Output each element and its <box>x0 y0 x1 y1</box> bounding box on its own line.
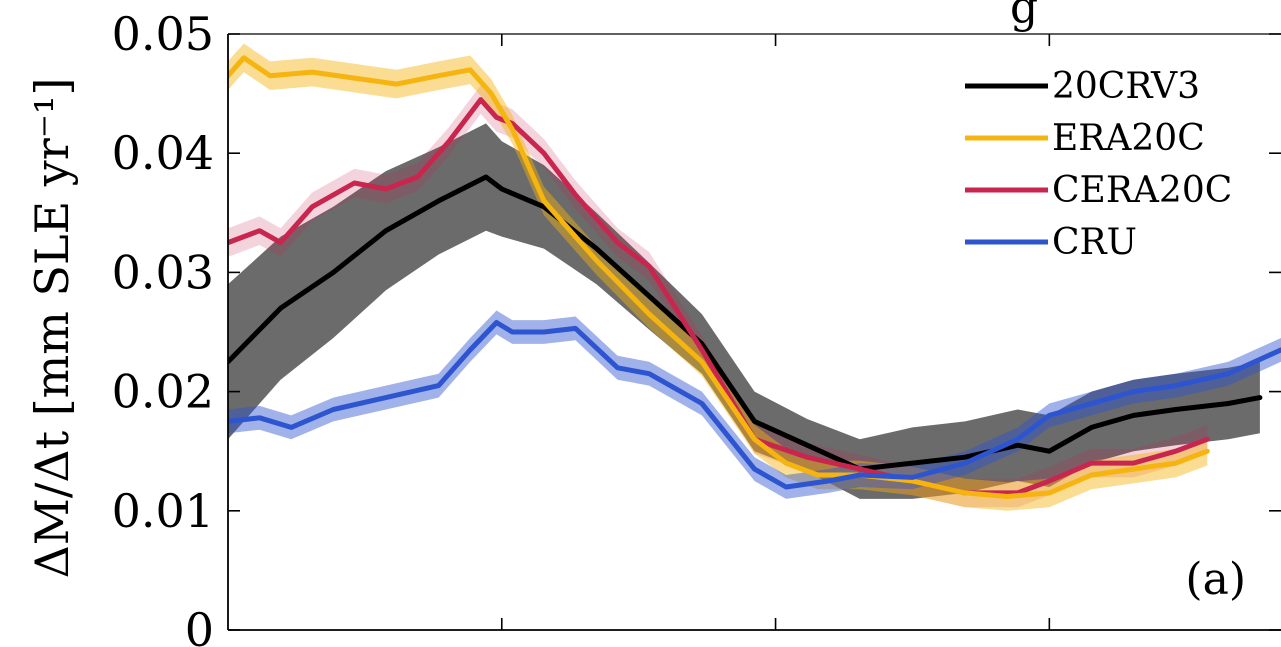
series-line-cera20c <box>228 97 1210 496</box>
y-tick-label: 0.02 <box>112 365 214 419</box>
legend-label-era20c: ERA20C <box>1052 118 1205 159</box>
y-tick-labels: 0 0.01 0.02 0.03 0.04 0.05 <box>112 7 214 647</box>
plot-area <box>228 43 1281 511</box>
panel-label: (a) <box>1185 554 1246 605</box>
legend-label-20crv3: 20CRV3 <box>1052 66 1200 107</box>
y-tick-label: 0.05 <box>112 7 214 61</box>
legend-label-cera20c: CERA20C <box>1052 170 1232 211</box>
legend-label-cru: CRU <box>1052 222 1137 263</box>
series-line-cru <box>228 320 1281 490</box>
y-tick-label: 0.04 <box>112 126 214 180</box>
series-line-era20c <box>228 55 1210 499</box>
y-tick-label: 0.03 <box>112 245 214 299</box>
legend: 20CRV3 ERA20C CERA20C CRU <box>965 66 1232 263</box>
y-axis-label: ΔM/Δt [mm SLE yr⁻¹] <box>25 78 79 579</box>
band-20crv3 <box>228 123 1260 499</box>
axes <box>227 33 1281 631</box>
y-tick-label: 0 <box>185 603 214 647</box>
y-tick-label: 0.01 <box>112 484 214 538</box>
title-fragment: g <box>1010 0 1038 33</box>
band-cru <box>228 310 1281 499</box>
series-line-20crv3 <box>228 174 1263 472</box>
